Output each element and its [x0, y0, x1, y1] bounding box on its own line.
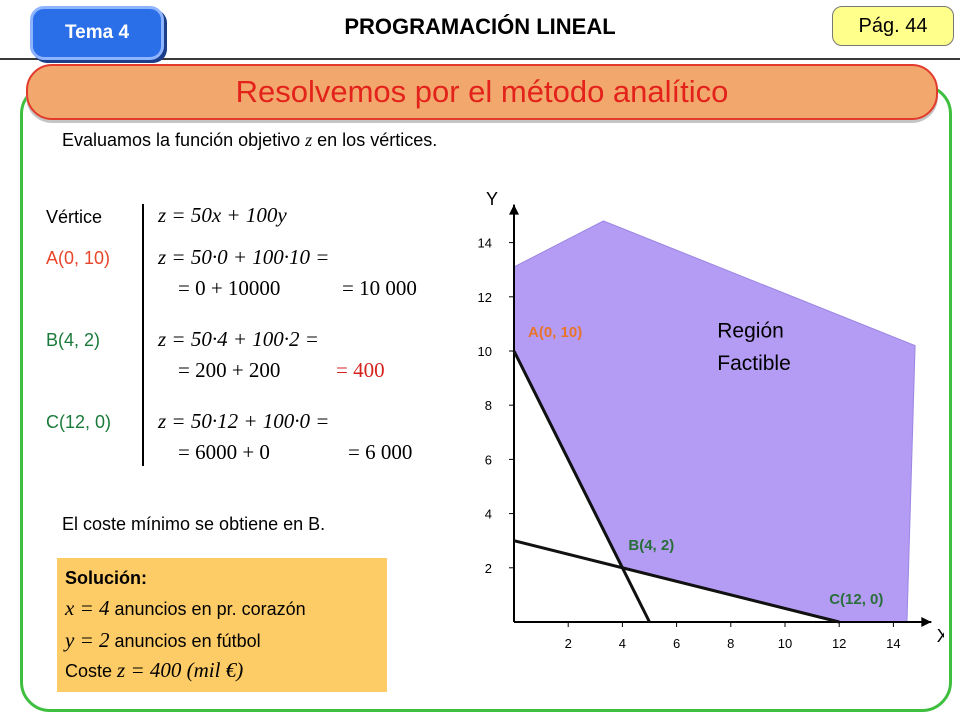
x-tick-label: 4	[619, 636, 626, 651]
x-axis-arrow	[921, 617, 932, 627]
vertex-c-line1: z = 50·12 + 100·0 =	[158, 409, 330, 433]
solution-x: x = 4 anuncios en pr. corazón	[65, 596, 306, 620]
x-tick-label: 12	[832, 636, 846, 651]
feasible-region	[513, 220, 916, 623]
solution-box: Solución: x = 4 anuncios en pr. corazón …	[57, 558, 387, 692]
x-tick-label: 14	[886, 636, 900, 651]
vertex-label: C(12, 0)	[829, 591, 883, 608]
vertex-a-label: A(0, 10)	[46, 248, 111, 268]
vertex-header: Vértice	[46, 207, 103, 227]
topic-tab[interactable]: Tema 4	[30, 6, 164, 60]
vertex-a-result: = 10 000	[342, 276, 417, 300]
vertex-b-line1: z = 50·4 + 100·2 =	[158, 327, 319, 351]
vertex-b-line2: = 200 + 200	[178, 358, 281, 382]
vertex-label: B(4, 2)	[628, 537, 674, 554]
constraint-line-1	[512, 350, 651, 623]
objective-formula: z = 50x + 100y	[158, 203, 287, 227]
vertex-b-result: = 400	[336, 358, 385, 382]
header-title: PROGRAMACIÓN LINEAL	[344, 14, 616, 39]
y-tick-label: 8	[485, 398, 492, 413]
x-tick-label: 10	[778, 636, 792, 651]
region-label-line1: Región	[717, 319, 784, 342]
conclusion-text: El coste mínimo se obtiene en B.	[62, 514, 326, 534]
intro-text: Evaluamos la función objetivo z en los v…	[62, 130, 438, 150]
x-tick-label: 6	[673, 636, 680, 651]
y-tick-label: 12	[478, 290, 492, 305]
x-tick-label: 8	[727, 636, 734, 651]
vertex-a-line1: z = 50·0 + 100·10 =	[158, 245, 330, 269]
y-tick-label: 14	[478, 236, 492, 251]
y-tick-label: 4	[485, 507, 492, 522]
y-tick-label: 6	[485, 452, 492, 467]
slide-title: Resolvemos por el método analítico	[26, 64, 938, 120]
x-tick-label: 2	[565, 636, 572, 651]
y-axis-arrow	[509, 204, 519, 215]
table-divider	[142, 204, 144, 466]
vertex-a-line2: = 0 + 10000	[178, 276, 281, 300]
page-number-badge: Pág. 44	[832, 6, 954, 46]
region-label-line2: Factible	[717, 352, 791, 375]
vertex-c-result: = 6 000	[348, 440, 413, 464]
x-axis-label: X	[937, 626, 944, 646]
vertex-c-line2: = 6000 + 0	[178, 440, 270, 464]
vertex-b-label: B(4, 2)	[46, 330, 101, 350]
feasible-region-chart: 2 4 6 8 10 12 14 2 4 6 8 10 12 14 X Y A(0, 10) B(4, 2) C(1…	[478, 189, 944, 651]
y-tick-label: 2	[485, 561, 492, 576]
y-axis-label: Y	[486, 189, 498, 209]
solution-cost: Coste z = 400 (mil €)	[65, 658, 244, 682]
vertex-c-label: C(12, 0)	[46, 412, 112, 432]
solution-title: Solución:	[65, 568, 147, 588]
solution-y: y = 2 anuncios en fútbol	[65, 628, 261, 652]
y-tick-label: 10	[478, 344, 492, 359]
constraint-line-2	[513, 539, 840, 624]
vertex-label: A(0, 10)	[528, 324, 582, 341]
